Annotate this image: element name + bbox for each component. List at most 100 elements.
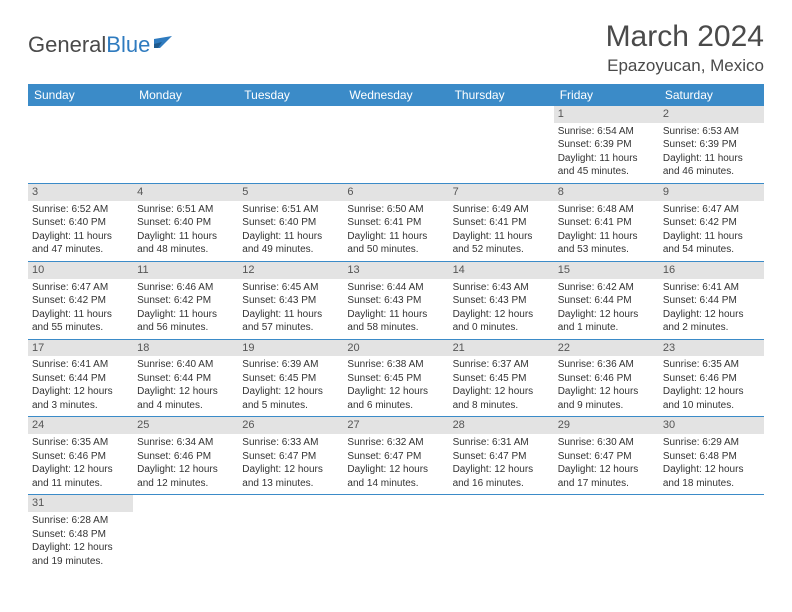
- calendar-cell: 10Sunrise: 6:47 AMSunset: 6:42 PMDayligh…: [28, 261, 133, 339]
- daylight-text-2: and 6 minutes.: [347, 399, 444, 413]
- calendar-cell: 5Sunrise: 6:51 AMSunset: 6:40 PMDaylight…: [238, 183, 343, 261]
- sunrise-text: Sunrise: 6:40 AM: [137, 358, 234, 372]
- day-header: Sunday: [28, 84, 133, 106]
- calendar-cell: 31Sunrise: 6:28 AMSunset: 6:48 PMDayligh…: [28, 495, 133, 572]
- sunset-text: Sunset: 6:47 PM: [558, 450, 655, 464]
- sunset-text: Sunset: 6:41 PM: [347, 216, 444, 230]
- day-number: 7: [449, 184, 554, 201]
- flag-icon: [154, 30, 174, 44]
- daylight-text-1: Daylight: 12 hours: [453, 463, 550, 477]
- calendar-cell: 11Sunrise: 6:46 AMSunset: 6:42 PMDayligh…: [133, 261, 238, 339]
- daylight-text-2: and 18 minutes.: [663, 477, 760, 491]
- calendar-cell: 25Sunrise: 6:34 AMSunset: 6:46 PMDayligh…: [133, 417, 238, 495]
- sunrise-text: Sunrise: 6:49 AM: [453, 203, 550, 217]
- sunset-text: Sunset: 6:44 PM: [137, 372, 234, 386]
- sunrise-text: Sunrise: 6:38 AM: [347, 358, 444, 372]
- daylight-text-2: and 58 minutes.: [347, 321, 444, 335]
- day-number: 30: [659, 417, 764, 434]
- daylight-text-1: Daylight: 12 hours: [137, 385, 234, 399]
- daylight-text-2: and 50 minutes.: [347, 243, 444, 257]
- day-number: 5: [238, 184, 343, 201]
- day-header: Wednesday: [343, 84, 448, 106]
- daylight-text-1: Daylight: 11 hours: [558, 230, 655, 244]
- daylight-text-2: and 17 minutes.: [558, 477, 655, 491]
- sunset-text: Sunset: 6:48 PM: [663, 450, 760, 464]
- sunrise-text: Sunrise: 6:54 AM: [558, 125, 655, 139]
- daylight-text-2: and 4 minutes.: [137, 399, 234, 413]
- calendar-cell: [659, 495, 764, 572]
- daylight-text-1: Daylight: 11 hours: [32, 230, 129, 244]
- calendar-cell: 29Sunrise: 6:30 AMSunset: 6:47 PMDayligh…: [554, 417, 659, 495]
- sunrise-text: Sunrise: 6:35 AM: [663, 358, 760, 372]
- calendar-page: GeneralBlue March 2024 Epazoyucan, Mexic…: [0, 0, 792, 592]
- sunset-text: Sunset: 6:43 PM: [242, 294, 339, 308]
- calendar-week: 17Sunrise: 6:41 AMSunset: 6:44 PMDayligh…: [28, 339, 764, 417]
- sunset-text: Sunset: 6:43 PM: [347, 294, 444, 308]
- sunrise-text: Sunrise: 6:48 AM: [558, 203, 655, 217]
- calendar-cell: 13Sunrise: 6:44 AMSunset: 6:43 PMDayligh…: [343, 261, 448, 339]
- day-number: 16: [659, 262, 764, 279]
- sunset-text: Sunset: 6:47 PM: [347, 450, 444, 464]
- sunrise-text: Sunrise: 6:34 AM: [137, 436, 234, 450]
- daylight-text-1: Daylight: 12 hours: [558, 308, 655, 322]
- calendar-week: 24Sunrise: 6:35 AMSunset: 6:46 PMDayligh…: [28, 417, 764, 495]
- day-number: 31: [28, 495, 133, 512]
- sunset-text: Sunset: 6:42 PM: [32, 294, 129, 308]
- day-number: 13: [343, 262, 448, 279]
- sunrise-text: Sunrise: 6:53 AM: [663, 125, 760, 139]
- sunset-text: Sunset: 6:44 PM: [32, 372, 129, 386]
- daylight-text-2: and 8 minutes.: [453, 399, 550, 413]
- sunset-text: Sunset: 6:39 PM: [558, 138, 655, 152]
- logo-text-general: General: [28, 32, 106, 58]
- sunset-text: Sunset: 6:43 PM: [453, 294, 550, 308]
- header-row: GeneralBlue March 2024 Epazoyucan, Mexic…: [28, 20, 764, 76]
- day-number: 23: [659, 340, 764, 357]
- sunset-text: Sunset: 6:44 PM: [558, 294, 655, 308]
- daylight-text-1: Daylight: 11 hours: [347, 308, 444, 322]
- daylight-text-1: Daylight: 12 hours: [558, 463, 655, 477]
- sunrise-text: Sunrise: 6:37 AM: [453, 358, 550, 372]
- calendar-cell: 16Sunrise: 6:41 AMSunset: 6:44 PMDayligh…: [659, 261, 764, 339]
- sunrise-text: Sunrise: 6:36 AM: [558, 358, 655, 372]
- daylight-text-1: Daylight: 11 hours: [242, 230, 339, 244]
- calendar-cell: 21Sunrise: 6:37 AMSunset: 6:45 PMDayligh…: [449, 339, 554, 417]
- day-number: 24: [28, 417, 133, 434]
- calendar-cell: 19Sunrise: 6:39 AMSunset: 6:45 PMDayligh…: [238, 339, 343, 417]
- calendar-cell: 8Sunrise: 6:48 AMSunset: 6:41 PMDaylight…: [554, 183, 659, 261]
- calendar-table: SundayMondayTuesdayWednesdayThursdayFrid…: [28, 84, 764, 572]
- sunrise-text: Sunrise: 6:50 AM: [347, 203, 444, 217]
- daylight-text-1: Daylight: 12 hours: [32, 541, 129, 555]
- sunrise-text: Sunrise: 6:30 AM: [558, 436, 655, 450]
- calendar-cell: [449, 106, 554, 183]
- calendar-header: SundayMondayTuesdayWednesdayThursdayFrid…: [28, 84, 764, 106]
- daylight-text-1: Daylight: 11 hours: [137, 308, 234, 322]
- day-number: 14: [449, 262, 554, 279]
- daylight-text-2: and 13 minutes.: [242, 477, 339, 491]
- calendar-cell: 20Sunrise: 6:38 AMSunset: 6:45 PMDayligh…: [343, 339, 448, 417]
- day-number: 12: [238, 262, 343, 279]
- daylight-text-1: Daylight: 11 hours: [663, 230, 760, 244]
- daylight-text-1: Daylight: 12 hours: [453, 308, 550, 322]
- calendar-cell: 2Sunrise: 6:53 AMSunset: 6:39 PMDaylight…: [659, 106, 764, 183]
- sunrise-text: Sunrise: 6:35 AM: [32, 436, 129, 450]
- logo-text-blue: Blue: [106, 32, 150, 58]
- day-header: Thursday: [449, 84, 554, 106]
- daylight-text-1: Daylight: 11 hours: [137, 230, 234, 244]
- day-number: 1: [554, 106, 659, 123]
- calendar-cell: 27Sunrise: 6:32 AMSunset: 6:47 PMDayligh…: [343, 417, 448, 495]
- daylight-text-2: and 46 minutes.: [663, 165, 760, 179]
- daylight-text-2: and 53 minutes.: [558, 243, 655, 257]
- day-number: 8: [554, 184, 659, 201]
- day-number: 2: [659, 106, 764, 123]
- sunrise-text: Sunrise: 6:28 AM: [32, 514, 129, 528]
- daylight-text-2: and 10 minutes.: [663, 399, 760, 413]
- daylight-text-1: Daylight: 12 hours: [663, 308, 760, 322]
- daylight-text-2: and 56 minutes.: [137, 321, 234, 335]
- daylight-text-2: and 55 minutes.: [32, 321, 129, 335]
- daylight-text-2: and 54 minutes.: [663, 243, 760, 257]
- day-number: 3: [28, 184, 133, 201]
- daylight-text-2: and 19 minutes.: [32, 555, 129, 569]
- sunset-text: Sunset: 6:40 PM: [242, 216, 339, 230]
- day-number: 11: [133, 262, 238, 279]
- sunset-text: Sunset: 6:44 PM: [663, 294, 760, 308]
